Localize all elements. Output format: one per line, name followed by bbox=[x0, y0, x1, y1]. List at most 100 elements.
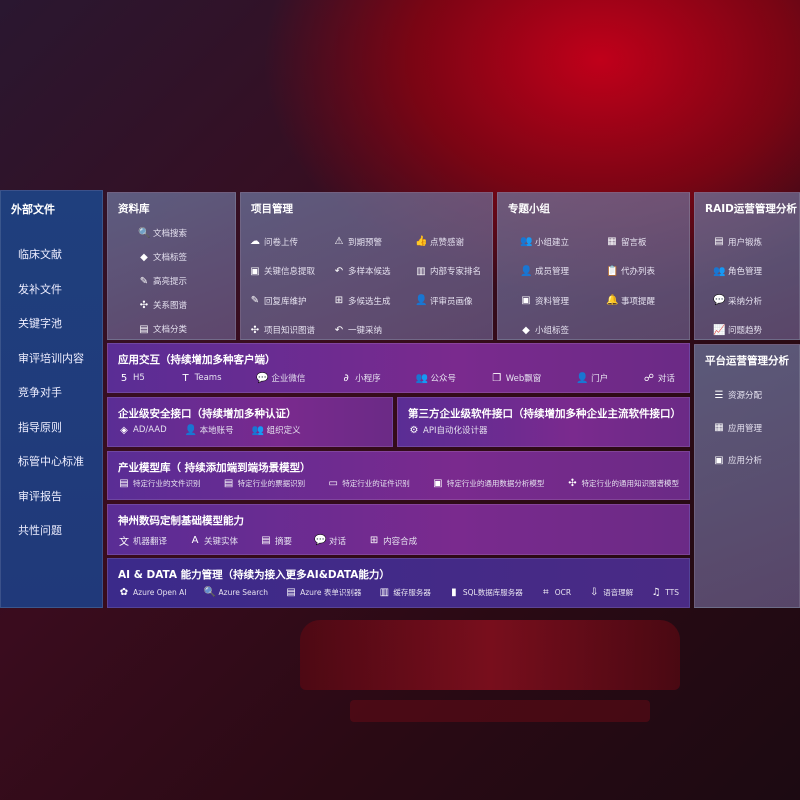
feature-item[interactable]: ⌗ OCR bbox=[540, 587, 571, 598]
feature-item[interactable]: ▣ 应用分析 bbox=[713, 444, 762, 477]
feature-item[interactable]: 💬 采纳分析 bbox=[713, 286, 762, 316]
feature-item[interactable]: A 关键实体 bbox=[189, 535, 238, 547]
reply-icon: ↶ bbox=[334, 265, 344, 277]
feature-item[interactable]: ⊞ 多候选生成 bbox=[333, 286, 415, 316]
feature-item[interactable]: ◆ 小组标签 bbox=[520, 316, 606, 346]
feature-item[interactable]: ✣ 关系图谱 bbox=[138, 293, 187, 317]
feature-list: ☰ 资源分配 ▦ 应用管理 ▣ 应用分析 bbox=[713, 379, 762, 477]
feature-label: 内容合成 bbox=[383, 536, 418, 547]
panel-ai-data: AI & DATA 能力管理（持续为接入更多AI&DATA能力） ✿ Azure O… bbox=[107, 558, 690, 608]
feature-item[interactable]: ◆ 文档标签 bbox=[138, 245, 187, 269]
feature-item[interactable]: 🔍 Azure Search bbox=[204, 587, 269, 598]
sidebar-item[interactable]: 审评报告 bbox=[18, 489, 62, 503]
panel-third-party-interface: 第三方企业级软件接口（持续增加多种企业主流软件接口） ⚙ API自动化设计器 bbox=[397, 397, 690, 447]
feature-item[interactable]: ❐ Web飘窗 bbox=[491, 372, 541, 385]
feature-item[interactable]: ✿ Azure Open AI bbox=[118, 587, 187, 598]
feature-item[interactable]: 👤 成员管理 bbox=[520, 257, 606, 287]
feature-item[interactable]: ▤ Azure 表单识别器 bbox=[285, 587, 361, 598]
feature-item[interactable]: ▣ 关键信息提取 bbox=[249, 257, 333, 287]
feature-item[interactable]: ⊞ 内容合成 bbox=[368, 535, 417, 547]
feature-item[interactable]: 👤 本地账号 bbox=[185, 424, 234, 437]
feature-item[interactable]: ▤ 用户锻炼 bbox=[713, 227, 762, 257]
feature-label: 问题趋势 bbox=[728, 326, 763, 337]
feature-item[interactable]: 👤 评审员画像 bbox=[415, 286, 495, 316]
feature-item[interactable]: 💬 对话 bbox=[314, 535, 346, 547]
feature-item[interactable]: ∂ 小程序 bbox=[340, 372, 381, 385]
sidebar-item[interactable]: 关键字池 bbox=[18, 317, 62, 330]
feature-list: 🔍 文档搜索 ◆ 文档标签 ✎ 高亮提示 ✣ 关系图谱 ▤ 文档分类 bbox=[138, 221, 187, 341]
panel-title: 神州数码定制基础模型能力 bbox=[118, 515, 244, 527]
sidebar-item[interactable]: 标管中心标准 bbox=[18, 455, 84, 468]
feature-item[interactable]: ▣ 特定行业的通用数据分析模型 bbox=[432, 478, 544, 489]
feature-item[interactable]: ▣ 资料管理 bbox=[520, 286, 606, 316]
user-add-icon: 👤 bbox=[520, 265, 533, 277]
feature-label: Teams bbox=[194, 373, 222, 383]
feature-item[interactable]: ⚙ API自动化设计器 bbox=[408, 424, 488, 437]
sidebar-item[interactable]: 竞争对手 bbox=[18, 386, 62, 399]
feature-list: 👥 小组建立 ▦ 留言板 👤 成员管理 📋 代办列表 ▣ 资料管理 🔔 事项提醒 ◆ 小组标签 bbox=[520, 227, 686, 345]
panel-project-management: 项目管理 ☁ 问卷上传 ⚠ 到期预警 👍 点赞感谢 ▣ 关键信息提取 ↶ 多样本候选 ▥ 内部专家排名 ✎… bbox=[240, 192, 493, 340]
users-icon: 👥 bbox=[713, 265, 726, 277]
feature-label: 应用管理 bbox=[728, 423, 763, 434]
feature-item[interactable]: 🔔 事项提醒 bbox=[606, 286, 686, 316]
feature-item[interactable]: 👍 点赞感谢 bbox=[415, 227, 495, 257]
feature-label: Azure Search bbox=[218, 588, 269, 597]
feature-item[interactable]: 📈 问题趋势 bbox=[713, 316, 762, 346]
feature-item[interactable]: ▭ 特定行业的证件识别 bbox=[327, 478, 410, 489]
feature-item[interactable]: ✎ 回复库维护 bbox=[249, 286, 333, 316]
feature-item[interactable]: ▤ 特定行业的文件识别 bbox=[118, 478, 200, 489]
feature-item[interactable]: 5 H5 bbox=[118, 373, 145, 384]
feature-label: TTS bbox=[665, 588, 679, 597]
feature-item[interactable]: T Teams bbox=[180, 373, 222, 384]
feature-item[interactable]: 👤 门户 bbox=[576, 372, 608, 385]
feature-item[interactable]: 🔍 文档搜索 bbox=[138, 221, 187, 245]
feature-item[interactable]: 👥 组织定义 bbox=[251, 424, 301, 437]
feature-label: 事项提醒 bbox=[621, 296, 656, 307]
feature-label: 小程序 bbox=[355, 374, 381, 384]
feature-item[interactable]: ↶ 一键采纳 bbox=[333, 316, 415, 346]
feature-item[interactable]: ▤ 特定行业的票据识别 bbox=[223, 478, 305, 489]
graph-icon: ✣ bbox=[568, 478, 577, 489]
feature-item[interactable]: 👥 小组建立 bbox=[520, 227, 606, 257]
feature-item[interactable]: ☁ 问卷上传 bbox=[249, 227, 333, 257]
feature-item[interactable]: ▥ 内部专家排名 bbox=[415, 257, 495, 287]
sidebar-item[interactable]: 审评培训内容 bbox=[18, 351, 84, 365]
feature-item[interactable]: ♫ TTS bbox=[650, 587, 679, 598]
org-icon: 👥 bbox=[251, 424, 265, 436]
sidebar-item[interactable]: 临床文献 bbox=[18, 248, 62, 261]
feature-label: 一键采纳 bbox=[348, 326, 383, 337]
alarm-icon: ⚠ bbox=[334, 236, 344, 248]
sidebar-item[interactable]: 共性问题 bbox=[18, 524, 62, 537]
feature-item[interactable]: 💬 企业微信 bbox=[256, 372, 305, 385]
feature-label: 资源分配 bbox=[728, 391, 763, 402]
feature-item[interactable]: ⚠ 到期预警 bbox=[333, 227, 415, 257]
sidebar-item[interactable]: 发补文件 bbox=[18, 282, 62, 296]
feature-item[interactable]: 文机器翻译 bbox=[118, 533, 167, 549]
feature-item[interactable]: ▮ SQL数据库服务器 bbox=[448, 587, 523, 598]
feature-item[interactable]: 📋 代办列表 bbox=[606, 257, 686, 287]
receipt-icon: ▤ bbox=[223, 478, 234, 489]
feature-item[interactable]: ☰ 资源分配 bbox=[713, 379, 763, 412]
feature-item[interactable]: 👥 角色管理 bbox=[713, 257, 762, 287]
feature-item[interactable]: ⇩ 语音理解 bbox=[588, 587, 633, 598]
feature-label: 组织定义 bbox=[266, 426, 301, 436]
feature-item[interactable]: 👥 公众号 bbox=[415, 372, 456, 385]
feature-label: 摘要 bbox=[275, 536, 293, 547]
feature-item[interactable]: ↶ 多样本候选 bbox=[333, 257, 415, 287]
sidebar-item[interactable]: 指导原则 bbox=[18, 420, 62, 434]
feature-label: 文档搜索 bbox=[153, 229, 188, 239]
feature-item[interactable]: ▥ 缓存服务器 bbox=[378, 587, 431, 598]
feature-item[interactable]: ☍ 对话 bbox=[643, 372, 675, 385]
feature-list: ▤ 特定行业的文件识别 ▤ 特定行业的票据识别 ▭ 特定行业的证件识别 ▣ 特定行业的通用数据… bbox=[118, 478, 679, 489]
feature-label: 成员管理 bbox=[535, 267, 570, 278]
feature-item[interactable]: ▦ 留言板 bbox=[606, 227, 686, 257]
feature-item[interactable]: ✎ 高亮提示 bbox=[138, 269, 187, 293]
feature-item[interactable]: ▦ 应用管理 bbox=[713, 412, 762, 445]
feature-item[interactable]: ✣ 特定行业的通用知识图谱模型 bbox=[567, 478, 679, 489]
gear-icon: ⚙ bbox=[409, 424, 419, 436]
feature-item[interactable]: ◈ AD/AAD bbox=[118, 425, 167, 436]
feature-item[interactable]: ▤ 摘要 bbox=[260, 535, 292, 547]
tag-icon: ◆ bbox=[522, 324, 530, 336]
feature-item[interactable]: ✣ 项目知识图谱 bbox=[249, 316, 333, 346]
feature-item[interactable]: ▤ 文档分类 bbox=[138, 317, 187, 341]
